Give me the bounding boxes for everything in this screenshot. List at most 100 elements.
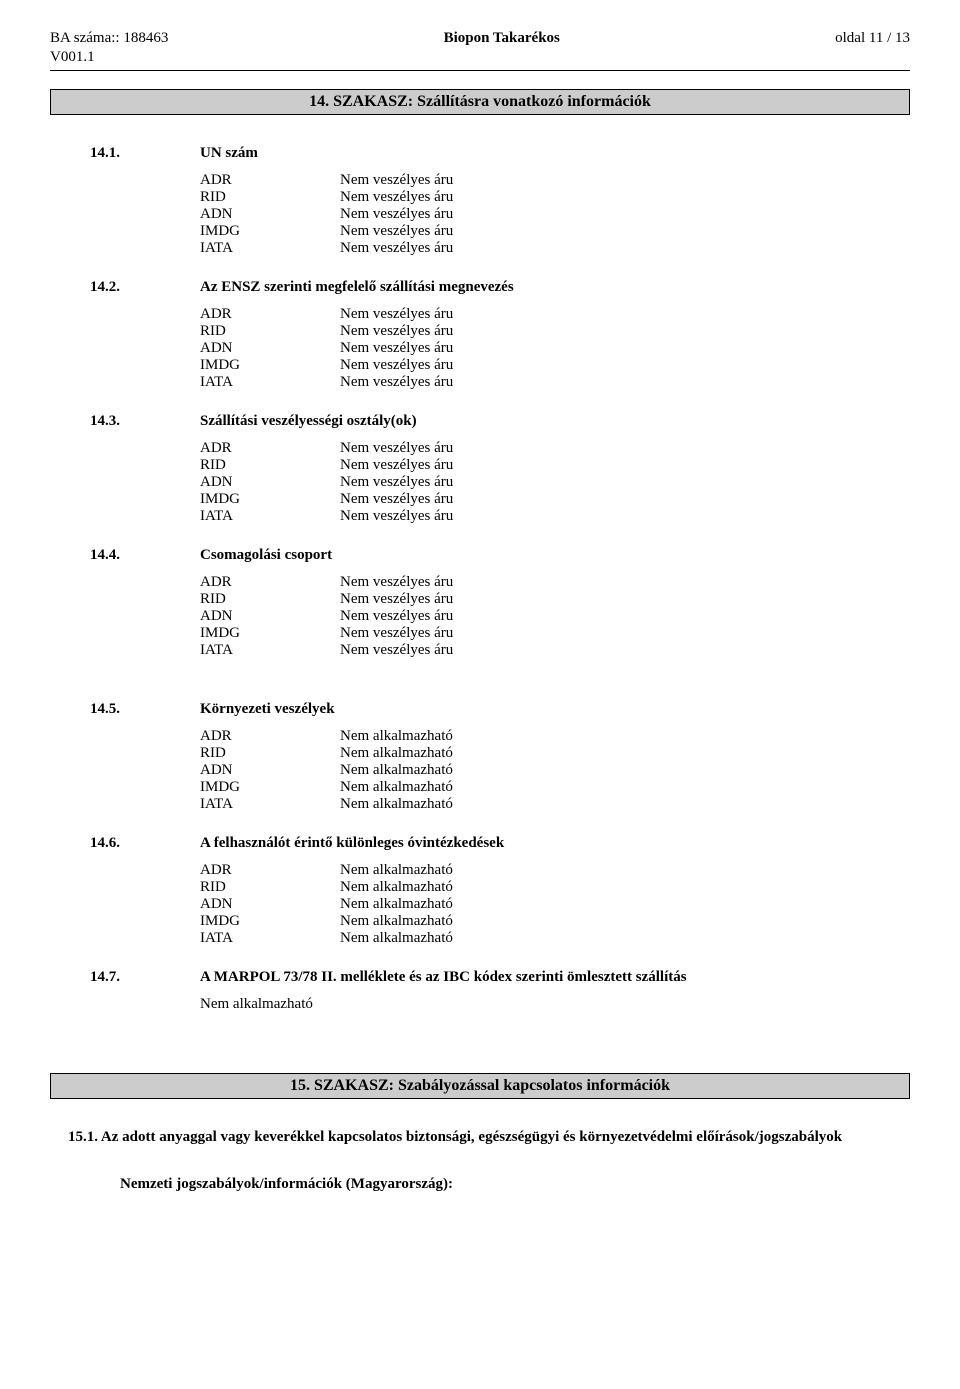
transport-value: Nem alkalmazható bbox=[340, 745, 453, 762]
transport-value: Nem veszélyes áru bbox=[340, 574, 453, 591]
subsection-title: A felhasználót érintő különleges óvintéz… bbox=[200, 835, 504, 852]
subsection-row: 14.3.Szállítási veszélyességi osztály(ok… bbox=[90, 413, 910, 430]
version: V001.1 bbox=[50, 49, 95, 66]
transport-value: Nem veszélyes áru bbox=[340, 508, 453, 525]
transport-mode: RID bbox=[200, 879, 340, 896]
transport-mode: IATA bbox=[200, 930, 340, 947]
transport-pairs: ADRNem alkalmazhatóRIDNem alkalmazhatóAD… bbox=[200, 862, 910, 947]
section-15-sub1: 15.1. Az adott anyaggal vagy keverékkel … bbox=[68, 1129, 910, 1146]
transport-value: Nem veszélyes áru bbox=[340, 323, 453, 340]
subsection-number: 14.1. bbox=[90, 145, 200, 162]
transport-value: Nem alkalmazható bbox=[340, 796, 453, 813]
transport-value: Nem veszélyes áru bbox=[340, 223, 453, 240]
transport-pair-row: IATANem alkalmazható bbox=[200, 796, 910, 813]
transport-pair-row: ADRNem veszélyes áru bbox=[200, 440, 910, 457]
ba-number: 188463 bbox=[123, 30, 168, 46]
transport-pair-row: ADNNem alkalmazható bbox=[200, 762, 910, 779]
transport-mode: RID bbox=[200, 457, 340, 474]
transport-value: Nem veszélyes áru bbox=[340, 206, 453, 223]
transport-pair-row: IMDGNem alkalmazható bbox=[200, 913, 910, 930]
transport-value: Nem veszélyes áru bbox=[340, 440, 453, 457]
transport-mode: ADN bbox=[200, 896, 340, 913]
transport-value: Nem veszélyes áru bbox=[340, 340, 453, 357]
transport-mode: ADR bbox=[200, 862, 340, 879]
transport-pair-row: ADRNem alkalmazható bbox=[200, 728, 910, 745]
transport-value: Nem veszélyes áru bbox=[340, 457, 453, 474]
transport-value: Nem veszélyes áru bbox=[340, 172, 453, 189]
subsection-row: 14.7.A MARPOL 73/78 II. melléklete és az… bbox=[90, 969, 910, 986]
section-15-header: 15. SZAKASZ: Szabályozással kapcsolatos … bbox=[50, 1073, 910, 1099]
transport-pair-row: IATANem alkalmazható bbox=[200, 930, 910, 947]
transport-pair-row: RIDNem veszélyes áru bbox=[200, 591, 910, 608]
transport-pairs: ADRNem veszélyes áruRIDNem veszélyes áru… bbox=[200, 172, 910, 257]
transport-value: Nem veszélyes áru bbox=[340, 491, 453, 508]
transport-value: Nem veszélyes áru bbox=[340, 625, 453, 642]
transport-mode: IATA bbox=[200, 642, 340, 659]
transport-pair-row: IMDGNem veszélyes áru bbox=[200, 625, 910, 642]
product-name: Biopon Takarékos bbox=[444, 30, 560, 47]
transport-mode: IMDG bbox=[200, 491, 340, 508]
transport-pair-row: ADRNem veszélyes áru bbox=[200, 306, 910, 323]
transport-pair-row: ADNNem veszélyes áru bbox=[200, 206, 910, 223]
header-left: BA száma:: 188463 bbox=[50, 30, 168, 47]
transport-value: Nem veszélyes áru bbox=[340, 374, 453, 391]
subsection-title: UN szám bbox=[200, 145, 258, 162]
transport-pair-row: ADNNem veszélyes áru bbox=[200, 340, 910, 357]
transport-pair-row: ADNNem alkalmazható bbox=[200, 896, 910, 913]
subsection-number: 14.2. bbox=[90, 279, 200, 296]
single-value: Nem alkalmazható bbox=[200, 996, 910, 1013]
header-divider bbox=[50, 70, 910, 71]
transport-pair-row: IATANem veszélyes áru bbox=[200, 240, 910, 257]
transport-pair-row: RIDNem veszélyes áru bbox=[200, 189, 910, 206]
transport-mode: IMDG bbox=[200, 357, 340, 374]
transport-mode: IMDG bbox=[200, 625, 340, 642]
transport-pairs: ADRNem veszélyes áruRIDNem veszélyes áru… bbox=[200, 440, 910, 525]
document-header: BA száma:: 188463 Biopon Takarékos oldal… bbox=[50, 30, 910, 71]
transport-value: Nem veszélyes áru bbox=[340, 642, 453, 659]
transport-pairs: ADRNem veszélyes áruRIDNem veszélyes áru… bbox=[200, 306, 910, 391]
transport-mode: IATA bbox=[200, 240, 340, 257]
transport-value: Nem veszélyes áru bbox=[340, 591, 453, 608]
transport-pairs: ADRNem alkalmazhatóRIDNem alkalmazhatóAD… bbox=[200, 728, 910, 813]
transport-mode: ADR bbox=[200, 728, 340, 745]
transport-pair-row: IATANem veszélyes áru bbox=[200, 642, 910, 659]
transport-mode: ADR bbox=[200, 574, 340, 591]
transport-pair-row: IMDGNem alkalmazható bbox=[200, 779, 910, 796]
transport-pair-row: ADRNem veszélyes áru bbox=[200, 574, 910, 591]
transport-value: Nem veszélyes áru bbox=[340, 306, 453, 323]
transport-mode: ADN bbox=[200, 206, 340, 223]
subsection-number: 14.6. bbox=[90, 835, 200, 852]
transport-pair-row: IMDGNem veszélyes áru bbox=[200, 491, 910, 508]
transport-value: Nem alkalmazható bbox=[340, 762, 453, 779]
transport-mode: ADN bbox=[200, 474, 340, 491]
section-14-header: 14. SZAKASZ: Szállításra vonatkozó infor… bbox=[50, 89, 910, 115]
subsection-number: 14.4. bbox=[90, 547, 200, 564]
subsection-row: 14.5.Környezeti veszélyek bbox=[90, 701, 910, 718]
transport-value: Nem alkalmazható bbox=[340, 862, 453, 879]
transport-mode: RID bbox=[200, 745, 340, 762]
ba-label: BA száma:: bbox=[50, 30, 120, 46]
subsection-title: Az ENSZ szerinti megfelelő szállítási me… bbox=[200, 279, 514, 296]
subsection-row: 14.4.Csomagolási csoport bbox=[90, 547, 910, 564]
transport-pair-row: RIDNem veszélyes áru bbox=[200, 323, 910, 340]
transport-pair-row: IMDGNem veszélyes áru bbox=[200, 223, 910, 240]
transport-value: Nem alkalmazható bbox=[340, 879, 453, 896]
transport-value: Nem alkalmazható bbox=[340, 779, 453, 796]
transport-value: Nem veszélyes áru bbox=[340, 189, 453, 206]
transport-mode: IMDG bbox=[200, 779, 340, 796]
transport-mode: IATA bbox=[200, 508, 340, 525]
subsection-title: Szállítási veszélyességi osztály(ok) bbox=[200, 413, 417, 430]
section-14-body: 14.1.UN számADRNem veszélyes áruRIDNem v… bbox=[50, 145, 910, 1013]
transport-pair-row: ADNNem veszélyes áru bbox=[200, 608, 910, 625]
transport-value: Nem alkalmazható bbox=[340, 913, 453, 930]
transport-pair-row: RIDNem alkalmazható bbox=[200, 745, 910, 762]
transport-mode: RID bbox=[200, 591, 340, 608]
transport-mode: IATA bbox=[200, 796, 340, 813]
transport-mode: ADN bbox=[200, 608, 340, 625]
transport-value: Nem veszélyes áru bbox=[340, 240, 453, 257]
transport-pair-row: RIDNem veszélyes áru bbox=[200, 457, 910, 474]
transport-pair-row: ADRNem veszélyes áru bbox=[200, 172, 910, 189]
transport-value: Nem veszélyes áru bbox=[340, 608, 453, 625]
transport-mode: IATA bbox=[200, 374, 340, 391]
transport-pairs: ADRNem veszélyes áruRIDNem veszélyes áru… bbox=[200, 574, 910, 659]
